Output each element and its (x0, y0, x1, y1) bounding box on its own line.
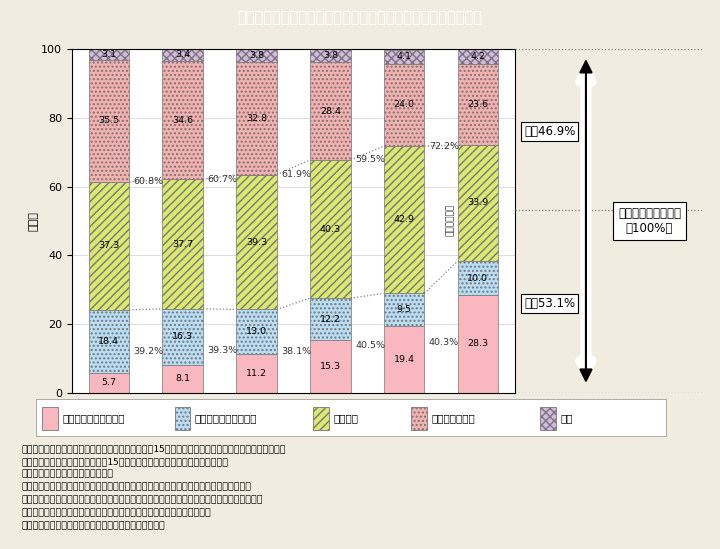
Text: 10.0: 10.0 (467, 274, 488, 283)
Bar (89, 182, 129, 310)
Text: （備考）　１．国立社会保障・人口問題研究所「第15回出生動向基本調査（夫婦調査）」より作成。
　　　　　２．第１子が１歳以上15歳未満の初婚どうしの夫婦について: （備考） １．国立社会保障・人口問題研究所「第15回出生動向基本調査（夫婦調査）… (22, 444, 286, 530)
Text: 9.5: 9.5 (397, 305, 412, 314)
Bar (42, 407, 58, 430)
Text: 40.3%: 40.3% (429, 338, 459, 348)
Text: 3.4: 3.4 (175, 51, 190, 59)
Bar (458, 49, 498, 64)
Text: 23.6: 23.6 (467, 100, 488, 109)
Text: 有職53.1%: 有職53.1% (524, 297, 575, 310)
Text: 39.3%: 39.3% (207, 346, 238, 355)
Text: 4.2: 4.2 (470, 52, 485, 61)
Text: 19.4: 19.4 (394, 355, 415, 364)
Bar (384, 146, 424, 293)
Text: 28.3: 28.3 (467, 339, 488, 349)
Text: 第１子出産前有職者
（100%）: 第１子出産前有職者 （100%） (618, 207, 681, 235)
Text: 離職前職種比: 離職前職種比 (446, 204, 455, 236)
Bar (163, 180, 203, 309)
Text: 40.3: 40.3 (320, 225, 341, 233)
Bar (310, 63, 351, 160)
Text: 4.1: 4.1 (397, 52, 412, 61)
Text: 11.2: 11.2 (246, 369, 267, 378)
Text: 60.7%: 60.7% (207, 175, 238, 184)
Bar (89, 49, 129, 60)
Text: 59.5%: 59.5% (355, 155, 385, 164)
Bar (384, 293, 424, 326)
Bar (163, 49, 203, 61)
Text: 72.2%: 72.2% (429, 142, 459, 150)
Text: 32.8: 32.8 (246, 114, 267, 123)
Text: 42.9: 42.9 (394, 215, 415, 225)
Bar (236, 354, 276, 393)
Text: 37.7: 37.7 (172, 239, 193, 249)
Text: 34.6: 34.6 (172, 116, 193, 125)
Text: 39.2%: 39.2% (134, 346, 163, 356)
Text: 無職46.9%: 無職46.9% (524, 125, 575, 138)
Text: 5.7: 5.7 (102, 378, 117, 387)
Text: 33.9: 33.9 (467, 198, 489, 208)
Bar (89, 60, 129, 182)
Bar (163, 365, 203, 393)
Bar (458, 295, 498, 393)
Text: 3.8: 3.8 (249, 51, 264, 60)
Bar (313, 407, 329, 430)
Text: 3.8: 3.8 (323, 52, 338, 60)
Text: 28.4: 28.4 (320, 107, 341, 116)
Bar (310, 298, 351, 340)
Bar (384, 326, 424, 393)
Text: 3.1: 3.1 (102, 50, 117, 59)
Text: 39.3: 39.3 (246, 238, 267, 247)
Bar (458, 64, 498, 145)
Text: 15.3: 15.3 (320, 362, 341, 371)
Text: 35.5: 35.5 (99, 116, 120, 126)
Bar (89, 373, 129, 393)
Text: 12.2: 12.2 (320, 315, 341, 323)
Text: Ｉ－特－７図　子供の出生年別第１子出産前後の妻の就業経歴: Ｉ－特－７図 子供の出生年別第１子出産前後の妻の就業経歴 (238, 10, 482, 25)
Bar (236, 175, 276, 310)
Text: 38.1%: 38.1% (282, 346, 311, 356)
Bar (163, 61, 203, 180)
Text: 16.3: 16.3 (172, 332, 193, 341)
Text: 60.8%: 60.8% (134, 177, 163, 186)
Text: 8.1: 8.1 (175, 374, 190, 383)
Bar (411, 407, 426, 430)
Bar (384, 64, 424, 146)
Y-axis label: （％）: （％） (29, 211, 38, 231)
Text: 妊娠前から無職: 妊娠前から無職 (431, 413, 474, 423)
Text: 40.5%: 40.5% (355, 341, 385, 350)
Bar (310, 49, 351, 63)
Bar (89, 310, 129, 373)
Text: 13.0: 13.0 (246, 327, 267, 337)
Text: 61.9%: 61.9% (282, 170, 311, 179)
Bar (458, 145, 498, 261)
Text: 37.3: 37.3 (98, 242, 120, 250)
Bar (540, 407, 556, 430)
Bar (236, 62, 276, 175)
Bar (458, 261, 498, 295)
Text: 就業継続（育休なし）: 就業継続（育休なし） (194, 413, 257, 423)
Text: 18.4: 18.4 (99, 337, 120, 346)
Bar (310, 340, 351, 393)
Bar (310, 160, 351, 298)
Text: 就業継続（育休利用）: 就業継続（育休利用） (63, 413, 125, 423)
Text: 出産退職: 出産退職 (333, 413, 359, 423)
Bar (163, 309, 203, 365)
Bar (384, 50, 424, 64)
Bar (236, 310, 276, 354)
Text: 不詳: 不詳 (560, 413, 572, 423)
Text: 24.0: 24.0 (394, 100, 415, 109)
Bar (236, 49, 276, 62)
Bar (174, 407, 190, 430)
